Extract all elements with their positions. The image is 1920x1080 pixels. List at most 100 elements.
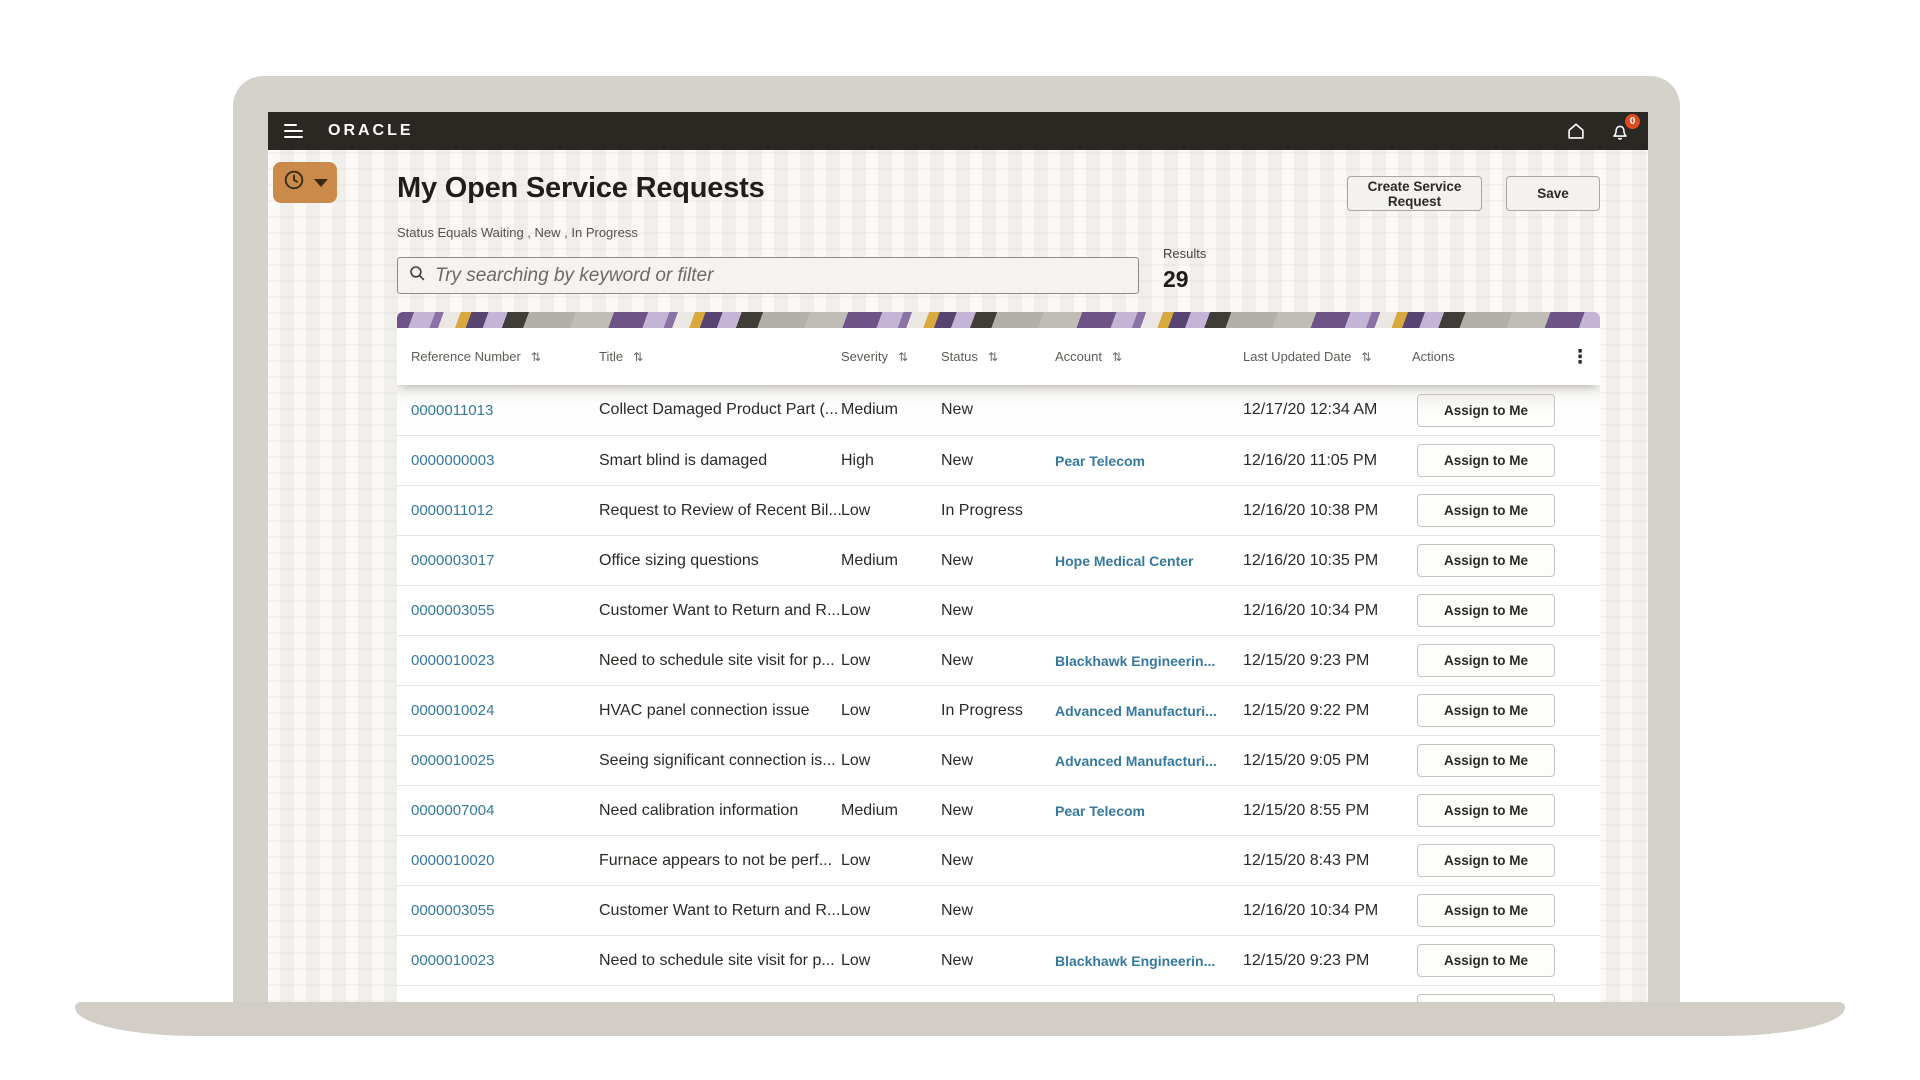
status-cell: In Progress xyxy=(941,1002,1055,1003)
reference-number-link[interactable]: 0000010023 xyxy=(411,652,495,669)
severity-cell: Low xyxy=(841,751,871,769)
assign-to-me-button[interactable]: Assign to Me xyxy=(1417,844,1555,877)
sort-icon[interactable]: ⇅ xyxy=(633,349,644,364)
account-link[interactable]: Advanced Manufacturi... xyxy=(1055,752,1217,769)
column-header-actions: Actions xyxy=(1412,349,1455,364)
reference-number-link[interactable]: 0000007004 xyxy=(411,802,495,819)
actions-cell: Assign to Me xyxy=(1412,944,1560,977)
assign-to-me-button[interactable]: Assign to Me xyxy=(1417,994,1555,1002)
status-cell: New xyxy=(941,551,974,569)
title-cell: HVAC panel connection issue xyxy=(599,701,810,719)
table-row[interactable]: 0000010023 Need to schedule site visit f… xyxy=(397,635,1600,685)
status-cell: New xyxy=(941,401,974,418)
table-row[interactable]: 0000010023 Need to schedule site visit f… xyxy=(397,935,1600,985)
save-button[interactable]: Save xyxy=(1506,176,1600,211)
severity-cell: High xyxy=(841,451,874,469)
reference-number-link[interactable]: 0000003017 xyxy=(411,552,495,569)
laptop-screen: ORACLE 0 xyxy=(268,112,1648,1002)
table-row[interactable]: 0000010020 Furnace appears to not be per… xyxy=(397,835,1600,885)
severity-cell: Low xyxy=(841,701,871,719)
sort-icon[interactable]: ⇅ xyxy=(897,349,909,364)
clock-icon xyxy=(282,168,306,197)
sort-icon[interactable]: ⇅ xyxy=(1361,349,1372,364)
reference-number-link[interactable]: 0000000003 xyxy=(411,452,495,469)
reference-number-link[interactable]: 0000010025 xyxy=(411,752,495,769)
title-cell: Customer Want to Return and R... xyxy=(599,901,841,919)
bell-icon[interactable]: 0 xyxy=(1608,114,1640,143)
assign-to-me-button[interactable]: Assign to Me xyxy=(1417,744,1555,777)
assign-to-me-button[interactable]: Assign to Me xyxy=(1417,494,1555,527)
table-row[interactable]: 0000003017 Office sizing questions Mediu… xyxy=(397,535,1600,585)
reference-number-link[interactable]: 0000011013 xyxy=(411,401,494,419)
status-cell: New xyxy=(941,651,974,669)
account-link[interactable]: Advanced Manufacturi... xyxy=(1055,702,1217,719)
title-cell: Need to schedule site visit for p... xyxy=(599,651,835,669)
status-cell: In Progress xyxy=(941,701,1023,719)
search-icon xyxy=(408,264,427,288)
updated-cell: 12/15/20 8:55 PM xyxy=(1243,801,1370,819)
search-bar xyxy=(397,257,1139,294)
status-cell: New xyxy=(941,951,974,969)
sort-icon[interactable]: ⇅ xyxy=(1111,349,1123,364)
table-header-row: Reference Number ⇅ Title ⇅ Severity ⇅ xyxy=(397,328,1600,385)
column-header-account[interactable]: Account ⇅ xyxy=(1055,349,1123,364)
sort-icon[interactable]: ⇅ xyxy=(987,349,998,364)
reference-number-link[interactable]: 0000003055 xyxy=(411,602,495,619)
table-row[interactable]: 0000003055 Customer Want to Return and R… xyxy=(397,585,1600,635)
table-row[interactable]: 0000010025 Seeing significant connection… xyxy=(397,735,1600,785)
table-row[interactable]: 0000010024 HVAC panel connection issue L… xyxy=(397,685,1600,735)
table-row[interactable]: 0000000003 Smart blind is damaged High N… xyxy=(397,435,1600,485)
column-header-last-updated-date[interactable]: Last Updated Date ⇅ xyxy=(1243,349,1372,364)
status-cell: New xyxy=(941,451,974,469)
severity-cell: Medium xyxy=(841,551,898,569)
column-header-title[interactable]: Title ⇅ xyxy=(599,349,644,364)
status-cell: New xyxy=(941,801,974,819)
assign-to-me-button[interactable]: Assign to Me xyxy=(1417,393,1555,427)
hamburger-icon[interactable] xyxy=(284,124,304,138)
updated-cell: 12/15/20 9:23 PM xyxy=(1243,651,1370,669)
table-row[interactable]: 0000011012 Request to Review of Recent B… xyxy=(397,485,1600,535)
assign-to-me-button[interactable]: Assign to Me xyxy=(1417,944,1555,977)
actions-cell: Assign to Me xyxy=(1412,393,1560,427)
account-link[interactable]: Hope Medical Center xyxy=(1055,552,1194,569)
laptop-bezel: ORACLE 0 xyxy=(233,76,1680,1002)
table-row[interactable]: 0000011013 Collect Damaged Product Part … xyxy=(397,385,1600,435)
table-row[interactable]: 0000007004 Need calibration information … xyxy=(397,785,1600,835)
actions-cell: Assign to Me xyxy=(1412,744,1560,777)
assign-to-me-button[interactable]: Assign to Me xyxy=(1417,694,1555,727)
reference-number-link[interactable]: 0000010024 xyxy=(411,702,495,719)
account-link[interactable]: Pear Telecom xyxy=(1055,452,1146,469)
assign-to-me-button[interactable]: Assign to Me xyxy=(1417,794,1555,827)
table-row[interactable]: 0000010024 HVAC panel connection issue L… xyxy=(397,985,1600,1002)
assign-to-me-button[interactable]: Assign to Me xyxy=(1417,544,1555,577)
results-count: 29 xyxy=(1163,266,1189,292)
assign-to-me-button[interactable]: Assign to Me xyxy=(1417,594,1555,627)
account-link[interactable]: Blackhawk Engineerin... xyxy=(1055,952,1216,969)
kebab-menu-icon[interactable]: ⋮ xyxy=(1570,345,1590,368)
create-service-request-button[interactable]: Create Service Request xyxy=(1347,176,1482,211)
reference-number-link[interactable]: 0000011012 xyxy=(411,502,494,519)
assign-to-me-button[interactable]: Assign to Me xyxy=(1417,444,1555,477)
reference-number-link[interactable]: 0000010020 xyxy=(411,852,495,869)
updated-cell: 12/16/20 10:38 PM xyxy=(1243,501,1379,519)
account-link[interactable]: Blackhawk Engineerin... xyxy=(1055,652,1216,669)
sort-icon[interactable]: ⇅ xyxy=(530,349,541,364)
column-header-status[interactable]: Status ⇅ xyxy=(941,349,998,364)
column-header-severity[interactable]: Severity ⇅ xyxy=(841,349,909,364)
assign-to-me-button[interactable]: Assign to Me xyxy=(1417,894,1555,927)
table-row[interactable]: 0000003055 Customer Want to Return and R… xyxy=(397,885,1600,935)
actions-cell: Assign to Me xyxy=(1412,894,1560,927)
account-link[interactable]: Pear Telecom xyxy=(1055,802,1146,819)
title-cell: Seeing significant connection is... xyxy=(599,751,836,769)
search-input[interactable] xyxy=(435,264,1128,287)
actions-cell: Assign to Me xyxy=(1412,594,1560,627)
recent-items-button[interactable] xyxy=(273,162,337,203)
column-header-reference-number[interactable]: Reference Number ⇅ xyxy=(411,349,541,364)
home-icon[interactable] xyxy=(1564,119,1588,143)
reference-number-link[interactable]: 0000003055 xyxy=(411,902,495,919)
assign-to-me-button[interactable]: Assign to Me xyxy=(1417,644,1555,677)
title-cell: Need calibration information xyxy=(599,801,799,819)
service-requests-table: Reference Number ⇅ Title ⇅ Severity ⇅ xyxy=(397,312,1600,1002)
reference-number-link[interactable]: 0000010023 xyxy=(411,952,495,969)
